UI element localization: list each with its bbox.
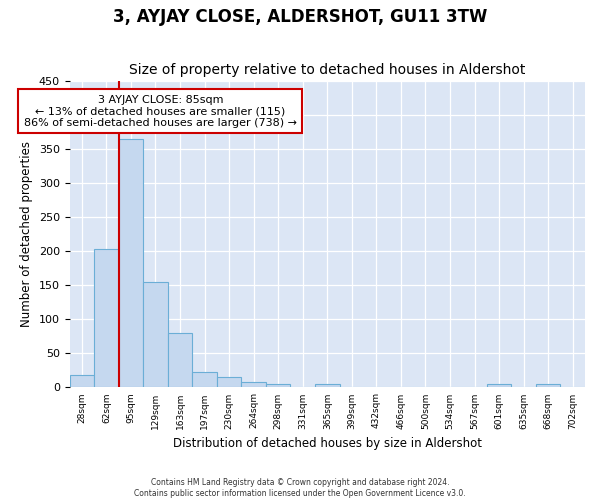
Bar <box>143 282 168 388</box>
Bar <box>536 384 560 388</box>
Title: Size of property relative to detached houses in Aldershot: Size of property relative to detached ho… <box>129 63 526 77</box>
Bar <box>217 377 241 388</box>
Text: 3, AYJAY CLOSE, ALDERSHOT, GU11 3TW: 3, AYJAY CLOSE, ALDERSHOT, GU11 3TW <box>113 8 487 26</box>
Text: 3 AYJAY CLOSE: 85sqm
← 13% of detached houses are smaller (115)
86% of semi-deta: 3 AYJAY CLOSE: 85sqm ← 13% of detached h… <box>24 94 297 128</box>
Text: Contains HM Land Registry data © Crown copyright and database right 2024.
Contai: Contains HM Land Registry data © Crown c… <box>134 478 466 498</box>
X-axis label: Distribution of detached houses by size in Aldershot: Distribution of detached houses by size … <box>173 437 482 450</box>
Bar <box>487 384 511 388</box>
Bar <box>241 382 266 388</box>
Y-axis label: Number of detached properties: Number of detached properties <box>20 141 33 327</box>
Bar <box>168 333 192 388</box>
Bar <box>266 384 290 388</box>
Bar <box>315 384 340 388</box>
Bar <box>119 139 143 388</box>
Bar <box>94 249 119 388</box>
Bar <box>70 375 94 388</box>
Bar <box>192 372 217 388</box>
